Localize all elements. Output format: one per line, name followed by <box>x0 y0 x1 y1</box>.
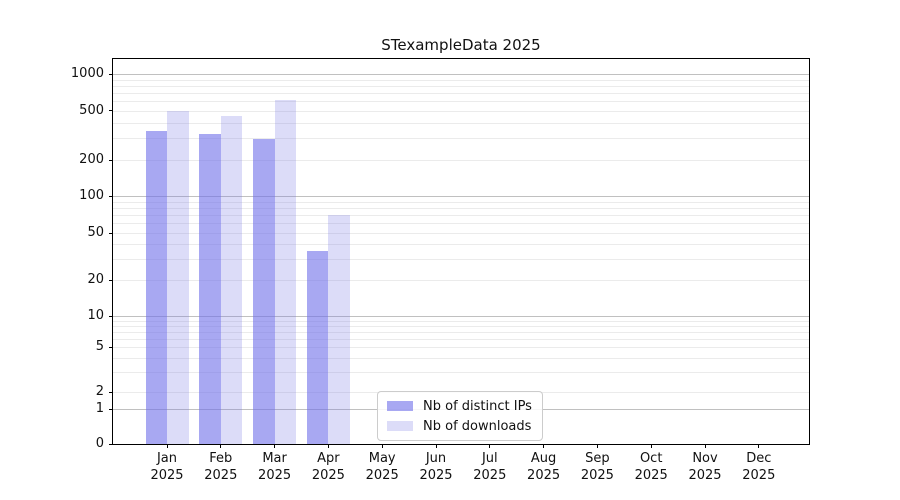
gridline-minor <box>113 320 809 322</box>
legend-label-nb-of-downloads: Nb of downloads <box>423 418 532 434</box>
gridline-minor <box>113 201 809 203</box>
plot-area <box>112 58 810 445</box>
legend-item-nb-of-downloads: Nb of downloads <box>387 416 533 436</box>
x-tick-label-jan: Jan 2025 <box>150 451 184 483</box>
y-tick-mark <box>109 232 113 234</box>
y-tick-mark <box>109 159 113 161</box>
x-tick-mark <box>435 444 437 448</box>
gridline-minor <box>113 338 809 340</box>
y-tick-mark <box>109 315 113 317</box>
y-tick-label-20: 20 <box>87 272 104 287</box>
x-tick-label-may: May 2025 <box>365 451 399 483</box>
gridline-minor <box>113 223 809 225</box>
gridline-major <box>113 196 809 197</box>
y-tick-mark <box>109 391 113 393</box>
gridline-minor <box>113 101 809 103</box>
x-tick-mark <box>596 444 598 448</box>
bar-nb-of-downloads-mar <box>274 100 297 444</box>
x-tick-mark <box>220 444 222 448</box>
gridline-minor <box>113 358 809 359</box>
y-tick-mark <box>109 408 113 410</box>
gridline-minor <box>113 79 809 81</box>
x-tick-mark <box>650 444 652 448</box>
y-tick-label-200: 200 <box>79 152 104 167</box>
gridline-minor <box>113 347 809 348</box>
gridline-minor <box>113 259 809 261</box>
bar-nb-of-downloads-jan <box>167 110 189 444</box>
bar-nb-of-distinct-ips-apr <box>306 251 329 444</box>
legend: Nb of distinct IPs Nb of downloads <box>377 391 543 441</box>
bar-nb-of-downloads-apr <box>328 215 350 444</box>
bar-nb-of-downloads-feb <box>220 115 243 444</box>
y-tick-mark <box>109 443 113 445</box>
gridline-minor <box>113 138 809 140</box>
gridline-minor <box>113 332 809 333</box>
y-tick-mark <box>109 346 113 348</box>
gridline-minor <box>113 326 809 327</box>
bar-nb-of-distinct-ips-jan <box>145 130 167 444</box>
y-tick-label-10: 10 <box>87 308 104 323</box>
x-tick-mark <box>758 444 760 448</box>
y-tick-label-500: 500 <box>79 102 104 118</box>
x-tick-mark <box>704 444 706 448</box>
y-tick-label-5: 5 <box>95 339 104 354</box>
gridline-minor <box>113 110 809 112</box>
gridline-minor <box>113 160 809 161</box>
gridline-minor <box>113 122 809 124</box>
bar-nb-of-distinct-ips-mar <box>253 139 275 444</box>
x-tick-mark <box>274 444 276 448</box>
y-tick-label-1000: 1000 <box>70 66 104 81</box>
gridline-minor <box>113 244 809 246</box>
y-tick-mark <box>109 73 113 75</box>
legend-swatch-nb-of-downloads <box>387 421 413 431</box>
x-tick-label-oct: Oct 2025 <box>634 451 668 483</box>
chart-title: STexampleData 2025 <box>381 36 541 54</box>
x-tick-label-sep: Sep 2025 <box>580 451 614 483</box>
x-tick-label-aug: Aug 2025 <box>527 451 561 483</box>
x-tick-mark <box>489 444 491 448</box>
x-tick-mark <box>166 444 168 448</box>
gridline-minor <box>113 233 809 234</box>
y-tick-mark <box>109 110 113 112</box>
gridline-minor <box>113 372 809 374</box>
gridline-minor <box>113 92 809 94</box>
legend-swatch-nb-of-distinct-ips <box>387 401 413 411</box>
gridline-minor <box>113 207 809 209</box>
legend-label-nb-of-distinct-ips: Nb of distinct IPs <box>423 398 532 414</box>
x-tick-label-apr: Apr 2025 <box>311 451 345 483</box>
x-tick-label-jul: Jul 2025 <box>473 451 507 483</box>
y-tick-label-0: 0 <box>95 436 104 451</box>
x-tick-mark <box>327 444 329 448</box>
x-tick-label-mar: Mar 2025 <box>258 451 292 483</box>
y-tick-mark <box>109 279 113 281</box>
y-tick-label-50: 50 <box>87 225 104 240</box>
x-tick-label-jun: Jun 2025 <box>419 451 453 483</box>
x-tick-label-dec: Dec 2025 <box>742 451 776 483</box>
bar-nb-of-distinct-ips-feb <box>199 133 221 444</box>
gridline-major <box>113 74 809 75</box>
gridline-minor <box>113 85 809 87</box>
y-tick-label-100: 100 <box>79 188 104 203</box>
gridline-minor <box>113 215 809 216</box>
x-tick-mark <box>381 444 383 448</box>
x-tick-label-feb: Feb 2025 <box>204 451 238 483</box>
gridline-minor <box>113 280 809 281</box>
y-tick-label-1: 1 <box>95 401 104 416</box>
x-tick-mark <box>543 444 545 448</box>
legend-item-nb-of-distinct-ips: Nb of distinct IPs <box>387 396 533 416</box>
x-tick-label-nov: Nov 2025 <box>688 451 722 483</box>
y-tick-label-2: 2 <box>95 384 104 399</box>
gridline-major <box>113 316 809 317</box>
y-tick-mark <box>109 195 113 197</box>
